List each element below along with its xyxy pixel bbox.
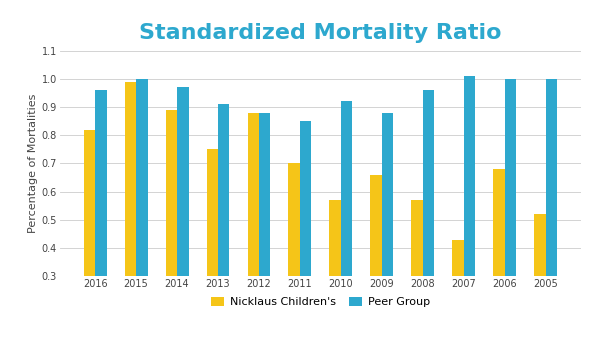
Bar bbox=[534, 214, 546, 337]
Bar bbox=[247, 113, 259, 337]
Bar bbox=[207, 149, 218, 337]
Bar bbox=[218, 104, 229, 337]
Bar bbox=[341, 101, 352, 337]
Bar bbox=[505, 79, 516, 337]
Bar bbox=[125, 82, 136, 337]
Bar bbox=[289, 163, 300, 337]
Bar bbox=[259, 113, 271, 337]
Bar bbox=[452, 240, 464, 337]
Bar bbox=[423, 90, 434, 337]
Bar bbox=[382, 113, 394, 337]
Bar bbox=[300, 121, 311, 337]
Bar bbox=[329, 200, 341, 337]
Bar bbox=[412, 200, 423, 337]
Bar bbox=[546, 79, 557, 337]
Legend: Nicklaus Children's, Peer Group: Nicklaus Children's, Peer Group bbox=[207, 292, 434, 311]
Bar bbox=[177, 87, 189, 337]
Bar bbox=[165, 110, 177, 337]
Bar bbox=[370, 175, 382, 337]
Bar bbox=[84, 129, 95, 337]
Bar bbox=[464, 76, 476, 337]
Bar bbox=[95, 90, 107, 337]
Title: Standardized Mortality Ratio: Standardized Mortality Ratio bbox=[139, 24, 502, 43]
Bar bbox=[136, 79, 147, 337]
Y-axis label: Percentage of Mortalities: Percentage of Mortalities bbox=[28, 94, 38, 233]
Bar bbox=[494, 169, 505, 337]
